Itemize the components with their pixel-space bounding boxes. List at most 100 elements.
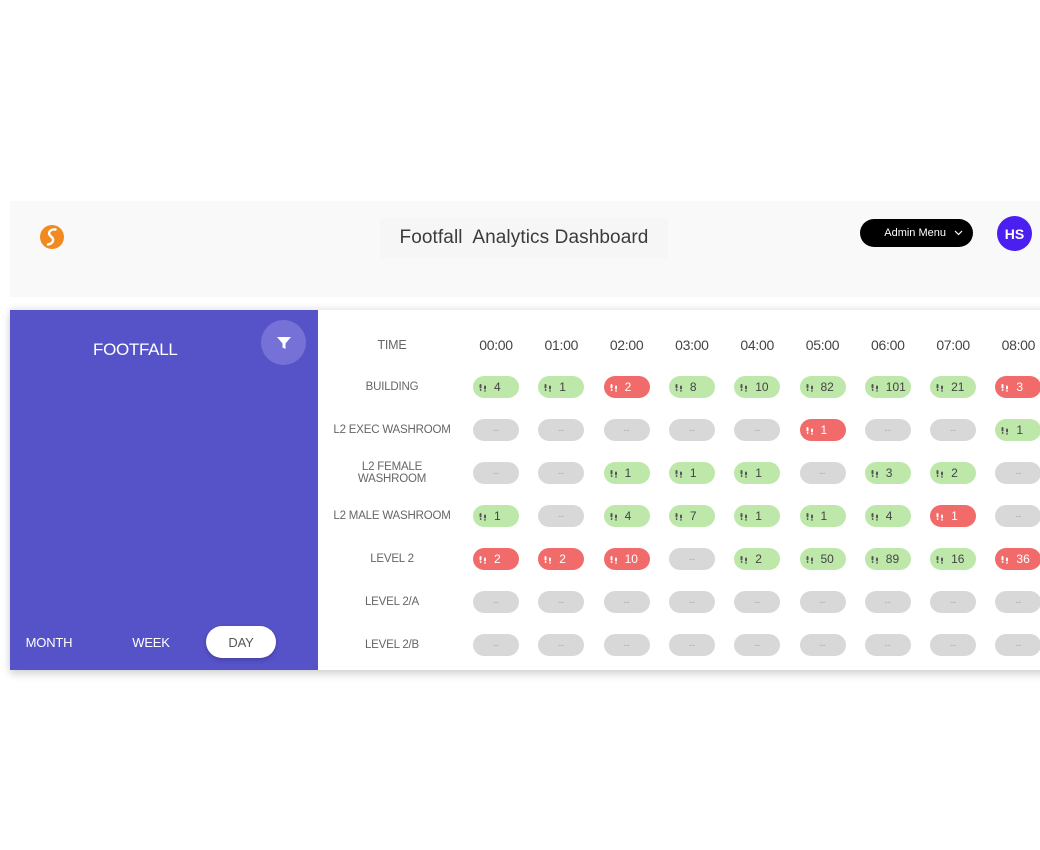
footfall-count-badge[interactable]: --	[603, 419, 650, 441]
footfall-count-badge[interactable]: --	[864, 419, 911, 441]
footfall-count-badge[interactable]: 3	[995, 376, 1040, 398]
footfall-count-badge[interactable]: --	[473, 591, 519, 613]
footfall-count-badge[interactable]: --	[473, 634, 519, 656]
footfall-count-badge[interactable]: 2	[734, 548, 781, 570]
filter-button[interactable]	[261, 320, 306, 365]
footfall-count-badge[interactable]: --	[538, 591, 585, 613]
footfall-count-badge[interactable]: --	[864, 634, 911, 656]
period-week-tab[interactable]: WEEK	[132, 634, 170, 650]
count-value: --	[688, 597, 695, 607]
footfall-count-badge[interactable]: --	[473, 419, 519, 441]
footfall-count-badge[interactable]: 4	[864, 505, 911, 527]
table-row: L2 MALE WASHROOM 1 -- 4 7 1 1 4 1 --	[318, 501, 1040, 531]
footfall-count-badge[interactable]: 89	[864, 548, 911, 570]
footfall-count-badge[interactable]: --	[538, 634, 585, 656]
hour-header: 07:00	[936, 337, 970, 353]
footfall-count-badge[interactable]: --	[538, 505, 585, 527]
footfall-count-badge[interactable]: --	[995, 462, 1040, 484]
count-value: --	[950, 597, 957, 607]
footfall-count-badge[interactable]: 1	[603, 462, 650, 484]
footfall-count-badge[interactable]: 1	[995, 419, 1040, 441]
footsteps-icon	[806, 555, 813, 564]
footfall-count-badge[interactable]: --	[734, 591, 781, 613]
avatar[interactable]: HS	[997, 216, 1032, 251]
footfall-count-badge[interactable]: 4	[473, 376, 519, 398]
footsteps-icon	[675, 512, 682, 521]
row-label: BUILDING	[365, 381, 419, 393]
row-label: L2 EXEC WASHROOM	[333, 424, 451, 436]
footfall-count-badge[interactable]: 1	[473, 505, 519, 527]
count-value: --	[558, 640, 565, 650]
footfall-count-badge[interactable]: --	[538, 419, 585, 441]
footfall-count-badge[interactable]: 1	[734, 505, 781, 527]
footfall-count-badge[interactable]: 21	[930, 376, 977, 398]
hour-header: 00:00	[479, 337, 513, 353]
admin-menu-button[interactable]: Admin Menu	[860, 219, 973, 247]
footfall-count-badge[interactable]: 1	[538, 376, 585, 398]
footfall-count-badge[interactable]: --	[930, 419, 977, 441]
footfall-count-badge[interactable]: 10	[734, 376, 781, 398]
footfall-count-badge[interactable]: --	[930, 591, 977, 613]
footfall-count-badge[interactable]: --	[864, 591, 911, 613]
period-month-tab[interactable]: MONTH	[25, 634, 73, 650]
footfall-count-badge[interactable]: --	[734, 634, 781, 656]
footfall-count-badge[interactable]: 36	[995, 548, 1040, 570]
footsteps-icon	[479, 555, 486, 564]
footfall-count-badge[interactable]: 1	[734, 462, 781, 484]
footsteps-icon	[479, 512, 486, 521]
footfall-count-badge[interactable]: 82	[799, 376, 846, 398]
count-value: --	[558, 511, 565, 521]
count-value: 1	[624, 466, 632, 480]
footfall-count-badge[interactable]: 1	[668, 462, 715, 484]
footfall-count-badge[interactable]: --	[603, 634, 650, 656]
footfall-count-badge[interactable]: --	[668, 591, 715, 613]
footfall-count-badge[interactable]: 50	[799, 548, 846, 570]
footfall-count-badge[interactable]: 1	[799, 419, 846, 441]
count-value: 3	[1016, 380, 1024, 394]
footfall-count-badge[interactable]: 1	[930, 505, 977, 527]
count-value: 1	[951, 509, 958, 523]
footfall-count-badge[interactable]: 2	[473, 548, 519, 570]
count-value: --	[688, 425, 695, 435]
footfall-count-badge[interactable]: --	[734, 419, 781, 441]
count-value: --	[623, 640, 630, 650]
footfall-count-badge[interactable]: --	[668, 548, 715, 570]
footfall-count-badge[interactable]: 2	[603, 376, 650, 398]
chevron-down-icon	[954, 230, 963, 236]
footfall-count-badge[interactable]: --	[668, 634, 715, 656]
footfall-count-badge[interactable]: --	[995, 505, 1040, 527]
footfall-count-badge[interactable]: --	[473, 462, 519, 484]
footfall-count-badge[interactable]: 8	[668, 376, 715, 398]
footfall-count-badge[interactable]: 16	[930, 548, 977, 570]
count-value: --	[1015, 511, 1022, 521]
footfall-count-badge[interactable]: --	[930, 634, 977, 656]
count-value: --	[950, 640, 957, 650]
footfall-count-badge[interactable]: 1	[799, 505, 846, 527]
footfall-count-badge[interactable]: --	[799, 634, 846, 656]
footfall-count-badge[interactable]: --	[603, 591, 650, 613]
footfall-count-badge[interactable]: --	[668, 419, 715, 441]
footsteps-icon	[1001, 383, 1009, 392]
footfall-count-badge[interactable]: --	[995, 634, 1040, 656]
footfall-count-badge[interactable]: --	[538, 462, 585, 484]
period-day-tab[interactable]: DAY	[206, 626, 276, 658]
footfall-count-badge[interactable]: --	[799, 462, 846, 484]
count-value: 1	[494, 509, 501, 523]
app-header: Footfall Analytics Dashboard Admin Menu …	[10, 201, 1040, 297]
count-value: 16	[951, 552, 965, 566]
footfall-count-badge[interactable]: 2	[538, 548, 585, 570]
hour-header: 03:00	[675, 337, 709, 353]
footfall-count-badge[interactable]: 101	[864, 376, 911, 398]
footfall-count-badge[interactable]: 10	[603, 548, 650, 570]
footfall-count-badge[interactable]: --	[995, 591, 1040, 613]
count-value: --	[1015, 640, 1022, 650]
footfall-count-badge[interactable]: --	[799, 591, 846, 613]
footfall-count-badge[interactable]: 3	[864, 462, 911, 484]
count-value: 1	[820, 423, 828, 437]
footsteps-icon	[936, 555, 944, 564]
footfall-count-badge[interactable]: 4	[603, 505, 650, 527]
count-value: --	[819, 640, 826, 650]
footfall-count-badge[interactable]: 7	[668, 505, 715, 527]
count-value: 10	[624, 552, 638, 566]
footfall-count-badge[interactable]: 2	[930, 462, 977, 484]
